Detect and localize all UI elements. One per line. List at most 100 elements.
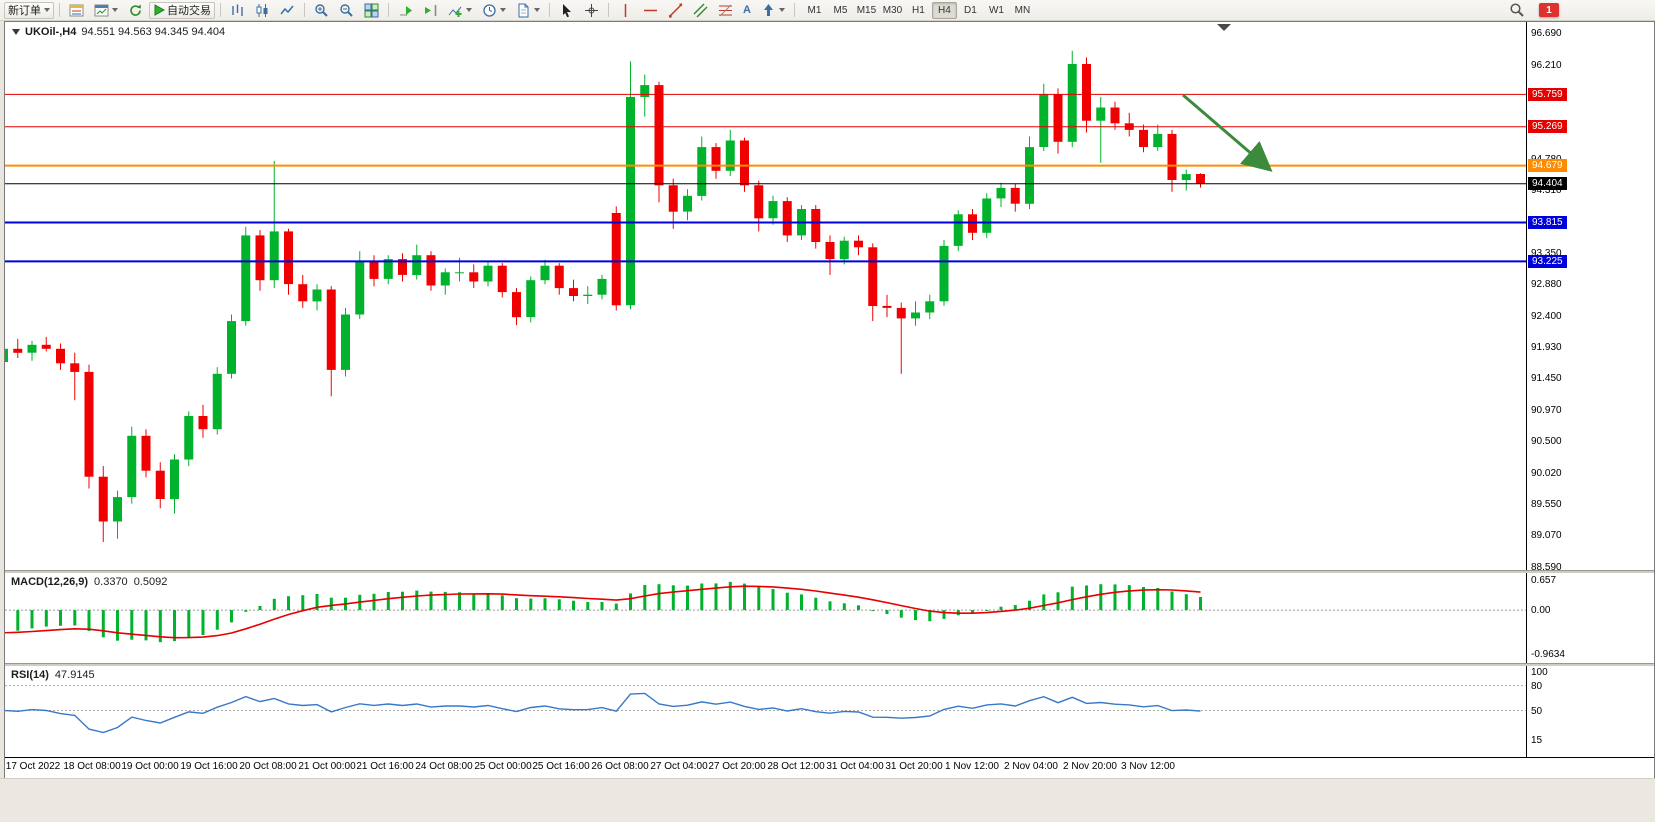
timeframe-button-m15[interactable]: M15 <box>854 2 879 19</box>
macd-chart-plot[interactable] <box>5 573 1526 663</box>
autotrading-button[interactable]: 自动交易 <box>149 1 215 19</box>
time-axis-label: 3 Nov 12:00 <box>1121 761 1175 772</box>
price-chart-plot[interactable] <box>5 22 1526 570</box>
dropdown-caret-icon <box>466 8 472 12</box>
macd-histogram-bar <box>814 597 818 611</box>
refresh-button[interactable] <box>124 2 147 19</box>
macd-histogram-bar <box>201 610 205 635</box>
candle <box>825 235 835 275</box>
candlestick-chart-button[interactable] <box>251 2 274 19</box>
arrows-tool-button[interactable] <box>757 2 789 19</box>
candle <box>1110 101 1120 130</box>
line-chart-button[interactable] <box>276 2 299 19</box>
macd-histogram-bar <box>472 593 476 611</box>
cursor-button[interactable] <box>555 2 578 19</box>
timeframe-button-h4[interactable]: H4 <box>931 1 957 19</box>
macd-signal-value: 0.5092 <box>133 576 168 588</box>
dropdown-caret-icon <box>500 8 506 12</box>
one-click-trading-icon[interactable] <box>12 29 20 35</box>
vertical-line-button[interactable] <box>614 2 637 19</box>
candle <box>839 236 849 265</box>
chart-shift-button[interactable] <box>419 2 442 19</box>
zoom-out-button[interactable] <box>335 2 358 19</box>
timeframe-button-m30[interactable]: M30 <box>880 2 905 19</box>
candle <box>768 195 778 225</box>
candle <box>1124 112 1134 137</box>
new-order-button[interactable]: 新订单 <box>4 1 54 19</box>
rsi-axis[interactable]: 100 80 50 15 <box>1526 666 1653 757</box>
macd-histogram-bar <box>87 610 91 631</box>
periods-button[interactable] <box>478 2 510 19</box>
price-axis-label: 90.020 <box>1531 468 1562 479</box>
market-watch-button[interactable] <box>65 2 88 19</box>
candle <box>1025 136 1034 209</box>
text-tool-button[interactable]: A <box>739 2 755 19</box>
macd-histogram-bar <box>557 599 561 611</box>
candle <box>569 279 578 302</box>
auto-scroll-button[interactable] <box>394 2 417 19</box>
timeframe-button-mn[interactable]: MN <box>1010 2 1035 19</box>
trend-arrow-annotation[interactable] <box>1182 93 1273 172</box>
time-axis-label: 31 Oct 04:00 <box>826 761 884 772</box>
timeframe-button-m5[interactable]: M5 <box>828 2 853 19</box>
price-axis[interactable]: 96.69096.21094.78094.31093.35092.88092.4… <box>1526 22 1653 570</box>
candle <box>298 274 308 308</box>
candle <box>626 61 635 310</box>
candle <box>155 462 165 509</box>
channel-button[interactable] <box>689 2 712 19</box>
candle <box>56 343 65 370</box>
macd-axis[interactable]: 0.657 0.00 -0.9634 <box>1526 573 1653 663</box>
price-axis-label: 89.070 <box>1531 530 1562 541</box>
add-indicator-icon <box>448 6 462 17</box>
tile-windows-button[interactable] <box>360 2 383 19</box>
candle <box>668 178 678 229</box>
candle <box>982 193 992 238</box>
candle <box>996 182 1006 207</box>
pane-splitter[interactable] <box>5 570 1654 573</box>
candle <box>953 210 963 252</box>
price-line-label: 93.815 <box>1528 216 1567 229</box>
macd-axis-label: 0.657 <box>1531 575 1557 586</box>
rsi-chart-plot[interactable] <box>5 666 1526 757</box>
candle <box>882 294 892 318</box>
dropdown-caret-icon <box>778 8 785 12</box>
price-axis-label: 91.450 <box>1531 373 1562 384</box>
time-axis-label: 19 Oct 00:00 <box>121 761 179 772</box>
candle <box>868 243 878 322</box>
trendline-button[interactable] <box>664 2 687 19</box>
macd-histogram-bar <box>671 585 675 611</box>
candle <box>512 288 521 326</box>
timeframe-button-m1[interactable]: M1 <box>802 2 827 19</box>
candle <box>782 197 792 242</box>
time-axis[interactable]: 17 Oct 2022 18 Oct 08:00 19 Oct 00:00 19 Oc… <box>5 757 1654 777</box>
macd-histogram-bar <box>486 593 490 611</box>
bar-chart-button[interactable] <box>226 2 249 19</box>
fibonacci-button[interactable] <box>714 2 737 19</box>
chart-window-button[interactable] <box>90 2 122 19</box>
timeframe-button-w1[interactable]: W1 <box>984 2 1009 19</box>
timeframe-button-d1[interactable]: D1 <box>958 2 983 19</box>
candle <box>13 338 23 358</box>
candle <box>911 301 920 326</box>
crosshair-button[interactable] <box>580 2 603 19</box>
price-line-label: 95.759 <box>1528 88 1567 101</box>
price-line-label: 94.404 <box>1528 177 1567 190</box>
time-axis-label: 1 Nov 12:00 <box>945 761 999 772</box>
indicators-button[interactable] <box>444 2 476 19</box>
fibonacci-icon <box>719 4 732 16</box>
candle <box>469 264 479 289</box>
macd-histogram-bar <box>515 598 518 611</box>
templates-button[interactable] <box>512 2 544 19</box>
horizontal-line-button[interactable] <box>639 2 662 19</box>
macd-histogram-bar <box>543 598 547 611</box>
chart-shift-marker[interactable] <box>1217 24 1231 31</box>
notification-badge[interactable]: 1 <box>1539 3 1559 17</box>
timeframe-button-h1[interactable]: H1 <box>906 2 931 19</box>
pane-splitter[interactable] <box>5 663 1654 666</box>
candle <box>1167 129 1177 192</box>
zoom-in-button[interactable] <box>310 2 333 19</box>
new-order-label: 新订单 <box>8 5 41 17</box>
search-button[interactable] <box>1505 2 1529 19</box>
candle <box>198 404 208 438</box>
arrow-tool-icon <box>763 3 773 16</box>
